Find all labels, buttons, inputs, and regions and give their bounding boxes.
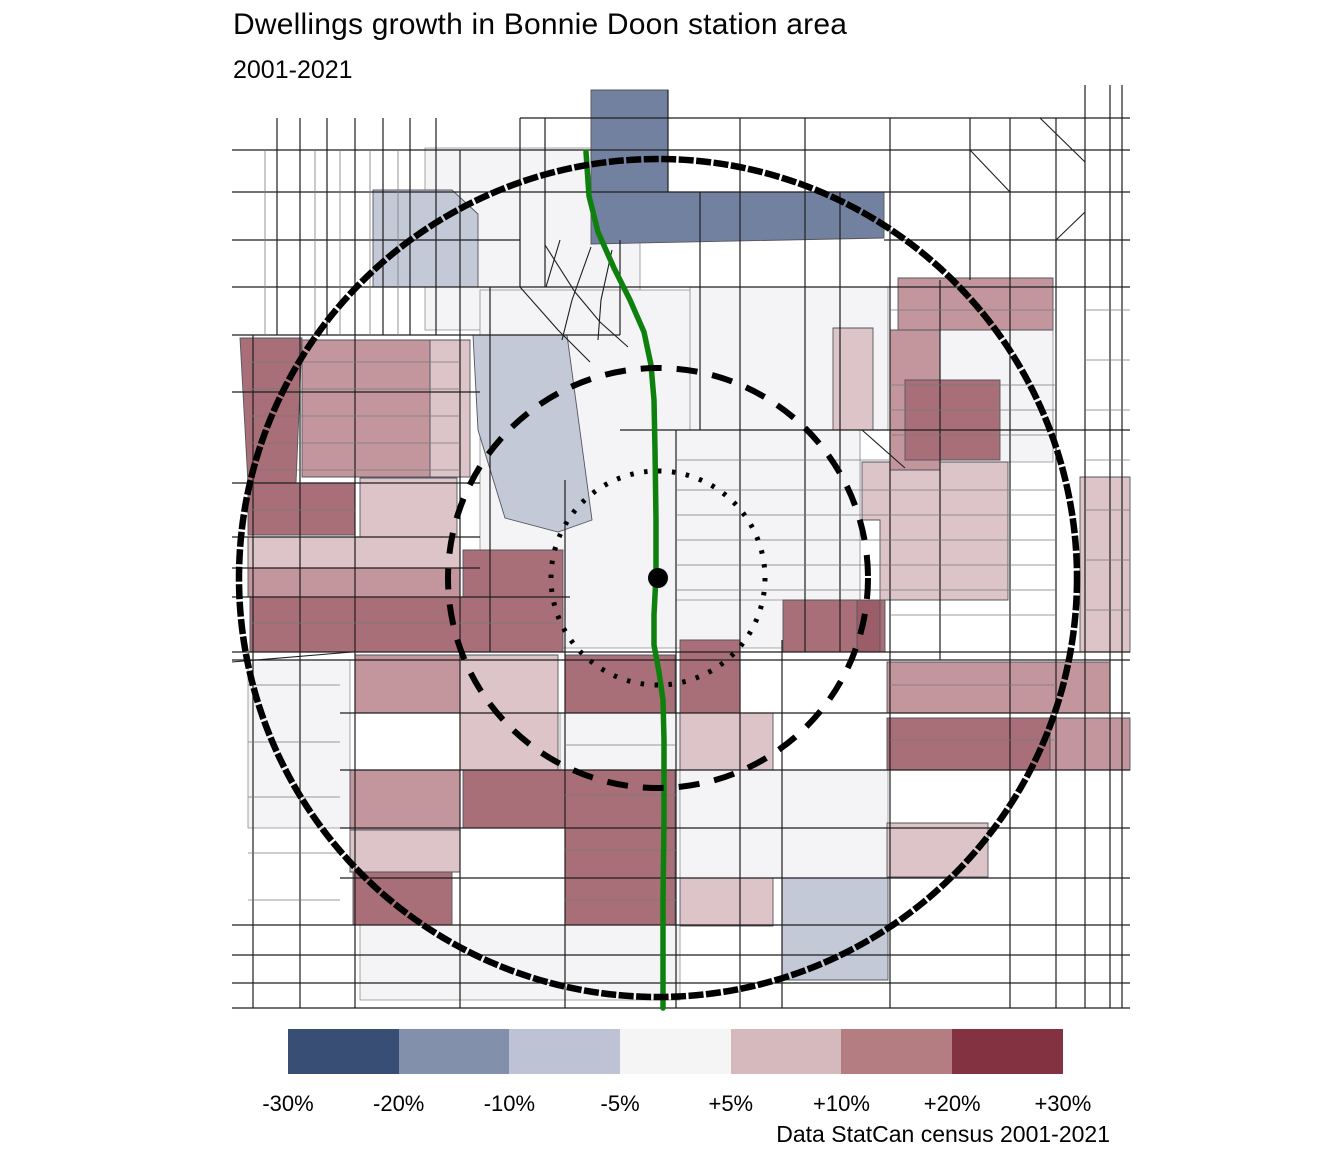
growth-zone [429, 339, 471, 478]
base-parcel [679, 769, 889, 879]
growth-zone [247, 567, 461, 598]
legend-edge-label: +10% [813, 1091, 870, 1116]
legend-swatch [509, 1029, 621, 1074]
growth-zone [359, 477, 458, 538]
road [597, 249, 613, 341]
growth-zone [564, 827, 676, 926]
outer-walkshed-ring [235, 155, 1081, 1001]
legend-edge-label: -5% [600, 1091, 640, 1116]
caption: Data StatCan census 2001-2021 [776, 1121, 1110, 1147]
legend-edge-label: -30% [262, 1091, 314, 1116]
growth-zone [247, 482, 356, 536]
legend-edge-label: -20% [373, 1091, 425, 1116]
growth-zone [886, 717, 1051, 771]
growth-zone [301, 339, 431, 478]
station-dot [648, 568, 668, 588]
base-parcel [359, 924, 681, 1001]
legend-edge-label: -10% [483, 1091, 536, 1116]
middle-walkshed-ring [445, 365, 871, 791]
legend-color-bar [288, 1029, 1063, 1074]
road [1055, 211, 1086, 241]
figure-subtitle: 2001-2021 [233, 56, 353, 84]
legend-edge-label: +20% [923, 1091, 981, 1116]
legend-edge-label: +30% [1034, 1091, 1092, 1116]
growth-zone [781, 877, 889, 981]
road [545, 239, 561, 288]
legend-swatch [730, 1029, 842, 1074]
growth-zone [354, 654, 461, 714]
legend-swatch [398, 1029, 510, 1074]
growth-zone [679, 639, 741, 714]
lrt-line [583, 149, 667, 1011]
growth-zone [904, 379, 1001, 461]
legend-labels: -30% -20% -10% -5% +5% +10% +20% +30% [0, 1091, 1344, 1117]
road [519, 286, 591, 363]
road [1039, 117, 1086, 163]
road [561, 246, 592, 341]
growth-zone [1049, 717, 1131, 771]
growth-zone [679, 877, 774, 927]
legend-swatch [952, 1029, 1063, 1074]
growth-zone [832, 327, 874, 431]
growth-zone [861, 461, 1009, 601]
legend-edge-label: +5% [708, 1091, 754, 1116]
growth-zone [352, 871, 453, 926]
figure-title: Dwellings growth in Bonnie Doon station … [233, 8, 848, 41]
growth-zone [239, 337, 303, 484]
growth-zone [462, 549, 564, 598]
road [861, 429, 906, 469]
road [544, 244, 629, 348]
inner-walkshed-ring [548, 468, 768, 688]
legend-swatch [620, 1029, 731, 1074]
growth-zone [249, 596, 564, 653]
legend-swatch [288, 1029, 399, 1074]
growth-zone [349, 769, 461, 831]
legend-swatch [841, 1029, 953, 1074]
growth-zone [247, 536, 461, 569]
growth-zone [349, 829, 461, 873]
growth-zone [462, 769, 676, 829]
road [969, 149, 1011, 193]
growth-zone [886, 661, 1111, 714]
road [231, 651, 353, 663]
